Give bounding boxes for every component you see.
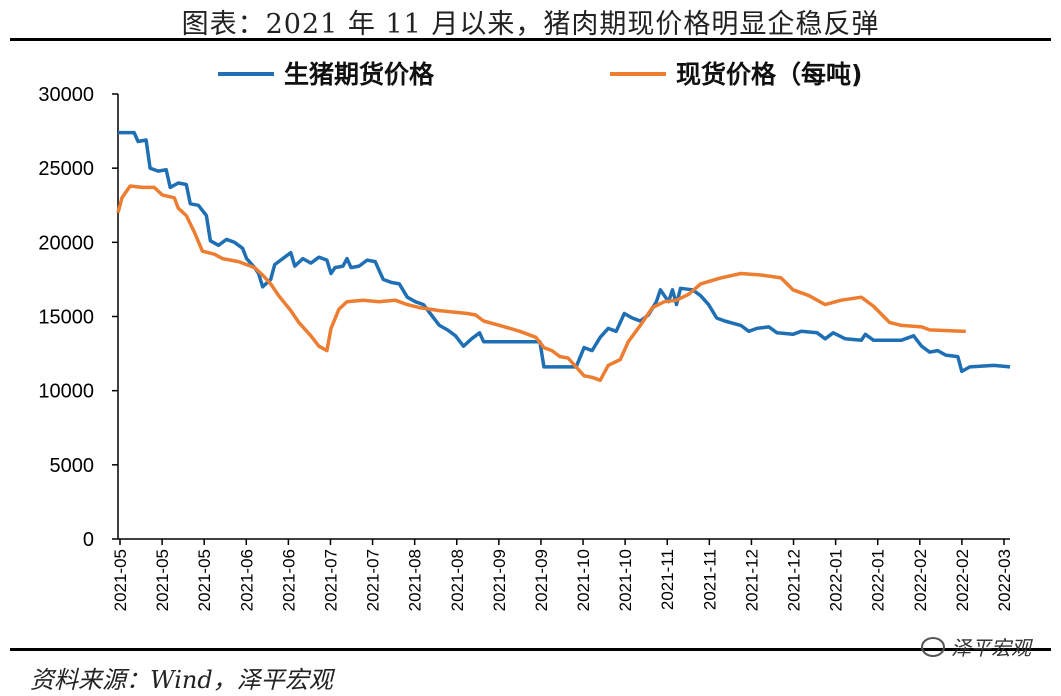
x-tick-label: 2022-02 bbox=[953, 549, 972, 611]
x-tick-label: 2021-12 bbox=[742, 549, 761, 611]
x-tick-label: 2021-08 bbox=[448, 549, 467, 611]
y-tick-label: 5000 bbox=[50, 455, 95, 477]
y-tick-label: 25000 bbox=[38, 158, 94, 180]
top-rule bbox=[10, 38, 1051, 41]
x-tick-label: 2021-11 bbox=[700, 549, 719, 610]
legend-label-2: 现货价格（每吨) bbox=[676, 60, 862, 89]
x-tick-label: 2021-07 bbox=[364, 549, 383, 611]
series-line-1 bbox=[118, 130, 1011, 374]
x-tick-label: 2021-12 bbox=[785, 549, 804, 611]
y-tick-label: 15000 bbox=[38, 307, 94, 329]
wechat-icon bbox=[921, 636, 945, 657]
bottom-rule bbox=[10, 648, 1051, 651]
x-tick-label: 2022-01 bbox=[869, 549, 888, 611]
series-line-2 bbox=[116, 184, 966, 383]
x-tick-label: 2021-06 bbox=[237, 549, 256, 611]
x-tick-label: 2021-09 bbox=[490, 549, 509, 611]
y-tick-label: 20000 bbox=[38, 232, 94, 254]
x-tick-label: 2021-10 bbox=[616, 549, 635, 611]
y-axis-ticks: 0 5000 10000 15000 20000 25000 30000 bbox=[38, 84, 118, 551]
watermark-text: 泽平宏观 bbox=[951, 636, 1031, 660]
y-tick-label: 30000 bbox=[38, 84, 94, 106]
x-tick-label: 2021-08 bbox=[406, 549, 425, 611]
x-tick-label: 2021-10 bbox=[574, 549, 593, 611]
x-tick-label: 2021-09 bbox=[532, 549, 551, 611]
x-tick-label: 2021-11 bbox=[658, 549, 677, 610]
legend-label-1: 生猪期货价格 bbox=[284, 60, 435, 89]
x-tick-label: 2022-01 bbox=[827, 549, 846, 611]
chart-title: 图表：2021 年 11 月以来，猪肉期现价格明显企稳反弹 bbox=[181, 9, 880, 40]
x-tick-label: 2022-02 bbox=[911, 549, 930, 611]
watermark: 泽平宏观 bbox=[921, 632, 1031, 661]
x-tick-label: 2022-03 bbox=[995, 549, 1014, 611]
x-tick-label: 2021-05 bbox=[195, 549, 214, 611]
y-tick-label: 10000 bbox=[38, 381, 94, 403]
x-tick-label: 2021-05 bbox=[111, 549, 130, 611]
source-note: 资料来源：Wind，泽平宏观 bbox=[30, 666, 333, 694]
series-lines bbox=[116, 130, 1011, 383]
legend: 生猪期货价格 现货价格（每吨) bbox=[218, 60, 862, 89]
y-tick-label: 0 bbox=[83, 529, 94, 551]
x-tick-label: 2021-05 bbox=[153, 549, 172, 611]
x-tick-label: 2021-07 bbox=[321, 549, 340, 611]
axes bbox=[117, 94, 1010, 540]
x-tick-label: 2021-06 bbox=[279, 549, 298, 611]
x-axis-ticks: 2021-05 2021-05 2021-05 2021-06 2021-06 2021-… bbox=[111, 539, 1014, 611]
